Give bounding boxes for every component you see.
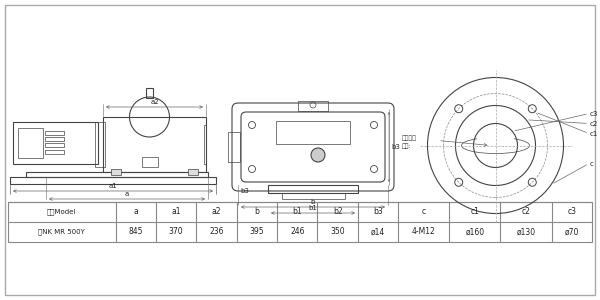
Text: b1: b1: [292, 208, 302, 217]
Text: c1: c1: [470, 208, 479, 217]
Bar: [268, 185, 358, 193]
Bar: [13, 122, 98, 164]
Bar: [142, 157, 157, 167]
Text: 236: 236: [209, 227, 224, 236]
Bar: [188, 169, 198, 175]
Bar: [204, 125, 206, 164]
Text: 4-M12: 4-M12: [412, 227, 436, 236]
Text: 395: 395: [250, 227, 264, 236]
Text: a2: a2: [150, 99, 159, 105]
Circle shape: [311, 148, 325, 162]
Bar: [95, 122, 105, 167]
Text: c2: c2: [590, 121, 598, 127]
Bar: [298, 101, 328, 111]
Text: 进排气口
尺寸:: 进排气口 尺寸:: [402, 135, 417, 149]
Text: b3: b3: [240, 188, 249, 194]
Text: 350: 350: [331, 227, 345, 236]
Text: 370: 370: [169, 227, 184, 236]
Bar: [46, 137, 64, 141]
Text: ø160: ø160: [466, 227, 484, 236]
Bar: [46, 143, 64, 147]
Text: ø70: ø70: [565, 227, 579, 236]
Text: c3: c3: [590, 110, 598, 116]
Bar: [281, 193, 344, 199]
Bar: [228, 132, 240, 162]
Bar: [18, 128, 43, 158]
Bar: [46, 130, 64, 135]
Text: b3: b3: [391, 144, 400, 150]
Text: c3: c3: [568, 208, 577, 217]
Text: 246: 246: [290, 227, 305, 236]
Bar: [276, 121, 350, 144]
Text: c1: c1: [590, 130, 598, 136]
Text: 型号Model: 型号Model: [47, 209, 77, 215]
Text: 胡NK MR 500Y: 胡NK MR 500Y: [38, 229, 85, 235]
Bar: [26, 172, 208, 177]
Text: 845: 845: [128, 227, 143, 236]
Text: a2: a2: [212, 208, 221, 217]
Text: a1: a1: [109, 184, 118, 190]
Text: c2: c2: [521, 208, 530, 217]
Bar: [111, 169, 121, 175]
Text: ø14: ø14: [371, 227, 385, 236]
Text: b: b: [311, 200, 315, 206]
Text: c: c: [590, 160, 594, 166]
Text: a: a: [133, 208, 138, 217]
Text: b: b: [254, 208, 259, 217]
Bar: [10, 177, 216, 184]
Bar: [8, 202, 592, 242]
Text: b2: b2: [333, 208, 343, 217]
Text: ø130: ø130: [517, 227, 536, 236]
Text: b1: b1: [308, 206, 317, 212]
Text: b3: b3: [373, 208, 383, 217]
Bar: [46, 149, 64, 154]
Text: a1: a1: [172, 208, 181, 217]
Text: a: a: [125, 191, 129, 197]
Bar: [103, 117, 206, 172]
Text: c: c: [422, 208, 426, 217]
Bar: [146, 88, 153, 98]
